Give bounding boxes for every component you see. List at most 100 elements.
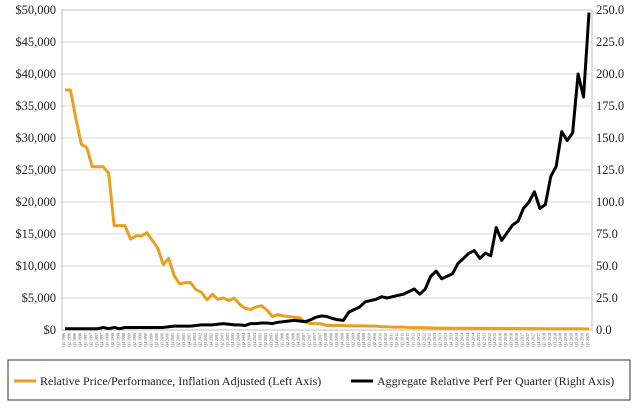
left-axis-tick-label: $0 xyxy=(44,323,57,337)
x-axis-tick-label: Q2 2001 xyxy=(176,333,181,347)
left-axis-tick-label: $50,000 xyxy=(15,3,56,17)
x-axis-tick-label: Q3 2016 xyxy=(509,333,514,347)
x-axis-tick-label: Q1 2016 xyxy=(498,333,503,347)
x-axis-tick-label: Q2 2006 xyxy=(285,333,290,347)
x-axis-tick-label: Q4 2017 xyxy=(536,333,541,347)
right-axis-tick-label: 75.0 xyxy=(596,227,618,241)
x-axis-tick-label: Q2 2016 xyxy=(503,333,508,347)
x-axis-tick-label: Q1 2007 xyxy=(301,333,306,347)
x-axis-tick-label: Q1 2019 xyxy=(563,333,568,347)
x-axis-tick-label: Q4 2010 xyxy=(383,333,388,347)
x-axis-tick-label: Q1 2015 xyxy=(476,333,481,347)
right-axis-tick-labels: 0.0 25.0 50.0 75.0 100.0 125.0 150.0 175.0 200.0… xyxy=(596,3,624,337)
x-axis-tick-label: Q1 1998 xyxy=(105,333,110,347)
x-axis-tick-label: Q4 1997 xyxy=(99,333,104,347)
x-axis-tick-label: Q2 1998 xyxy=(110,333,115,347)
gridlines xyxy=(62,9,592,331)
legend-box xyxy=(7,359,631,401)
legend-label-aggregate-performance: Aggregate Relative Perf Per Quarter (Rig… xyxy=(377,374,614,388)
x-axis-tick-label: Q3 2013 xyxy=(443,333,448,347)
x-axis-tick-labels: Q1 1996 Q2 1996 Q3 1996 Q4 1996 Q1 1997 Q2 19… xyxy=(61,333,590,347)
x-axis-tick-label: Q3 2018 xyxy=(552,333,557,347)
x-axis-tick-label: Q3 2003 xyxy=(225,333,230,347)
x-axis-tick-label: Q3 2008 xyxy=(334,333,339,347)
x-axis-tick-label: Q1 2006 xyxy=(279,333,284,347)
x-axis-tick-label: Q3 2011 xyxy=(399,333,404,347)
left-axis-tick-label: $40,000 xyxy=(15,67,56,81)
x-axis-tick-label: Q2 2004 xyxy=(241,333,246,347)
x-axis-tick-label: Q1 1996 xyxy=(61,333,66,347)
x-axis-tick-label: Q4 2016 xyxy=(514,333,519,347)
right-axis-tick-label: 200.0 xyxy=(596,67,624,81)
x-axis-tick-label: Q3 2001 xyxy=(181,333,186,347)
x-axis-tick-label: Q4 1996 xyxy=(77,333,82,347)
x-axis-tick-label: Q2 2011 xyxy=(394,333,399,347)
x-axis-tick-label: Q1 2017 xyxy=(520,333,525,347)
x-axis-tick-label: Q3 2019 xyxy=(574,333,579,347)
x-axis-tick-label: Q2 2013 xyxy=(438,333,443,347)
left-axis-tick-label: $25,000 xyxy=(15,163,56,177)
x-axis-tick-label: Q2 2007 xyxy=(307,333,312,347)
right-axis-tick-label: 50.0 xyxy=(596,259,618,273)
x-axis-tick-label: Q4 2000 xyxy=(165,333,170,347)
x-axis-tick-label: Q1 2005 xyxy=(258,333,263,347)
series-line-aggregate-performance xyxy=(65,12,591,331)
x-axis-tick-label: Q3 2007 xyxy=(312,333,317,347)
x-axis-tick-label: Q4 1999 xyxy=(143,333,148,347)
x-axis-tick-label: Q2 2005 xyxy=(263,333,268,347)
x-axis-tick-label: Q2 2002 xyxy=(197,333,202,347)
x-axis-tick-label: Q2 2015 xyxy=(481,333,486,347)
x-axis-tick-label: Q3 2014 xyxy=(465,333,470,347)
x-axis-tick-label: Q3 2005 xyxy=(268,333,273,347)
x-axis-tick-label: Q4 2018 xyxy=(558,333,563,347)
x-axis-tick-label: Q4 2011 xyxy=(405,333,410,347)
right-axis-tick-label: 25.0 xyxy=(596,291,618,305)
x-axis-tick-label: Q4 2002 xyxy=(208,333,213,347)
x-axis-tick-label: Q4 2012 xyxy=(427,333,432,347)
x-axis-tick-label: Q3 2006 xyxy=(290,333,295,347)
left-axis-tick-label: $5,000 xyxy=(22,291,56,305)
x-axis-tick-label: Q3 1996 xyxy=(72,333,77,347)
x-axis-tick-label: Q4 2013 xyxy=(449,333,454,347)
x-axis-tick-label: Q4 1998 xyxy=(121,333,126,347)
x-axis-tick-label: Q3 1997 xyxy=(94,333,99,347)
x-axis-tick-label: Q2 2003 xyxy=(219,333,224,347)
x-axis-tick-label: Q4 2019 xyxy=(580,333,585,347)
x-axis-tick-label: Q3 2012 xyxy=(421,333,426,347)
right-axis-tick-label: 150.0 xyxy=(596,131,624,145)
x-axis-tick-label: Q3 2015 xyxy=(487,333,492,347)
x-axis-tick-label: Q1 1999 xyxy=(127,333,132,347)
x-axis-tick-label: Q2 2014 xyxy=(459,333,464,347)
x-axis-tick-label: Q4 2005 xyxy=(274,333,279,347)
x-axis-tick-label: Q4 2014 xyxy=(470,333,475,347)
x-axis-tick-label: Q3 2002 xyxy=(203,333,208,347)
x-axis-tick-label: Q1 2004 xyxy=(236,333,241,347)
x-axis-tick-label: Q3 2017 xyxy=(530,333,535,347)
right-axis-tick-label: 225.0 xyxy=(596,35,624,49)
left-axis-tick-label: $35,000 xyxy=(15,99,56,113)
x-axis-tick-label: Q1 2013 xyxy=(432,333,437,347)
x-axis-tick-label: Q2 2012 xyxy=(416,333,421,347)
x-axis-tick-label: Q3 1999 xyxy=(137,333,142,347)
x-axis-tick-label: Q4 2007 xyxy=(318,333,323,347)
legend: Relative Price/Performance, Inflation Ad… xyxy=(7,359,631,401)
plot-area-frame xyxy=(61,9,593,331)
x-axis-tick-label: Q4 2008 xyxy=(339,333,344,347)
x-axis-tick-label: Q3 2010 xyxy=(378,333,383,347)
x-axis-tick-label: Q3 2004 xyxy=(247,333,252,347)
x-axis-tick-label: Q4 2009 xyxy=(361,333,366,347)
x-axis-tick-label: Q1 2018 xyxy=(541,333,546,347)
x-axis-tick-label: Q1 2012 xyxy=(410,333,415,347)
x-axis-tick-label: Q3 2000 xyxy=(159,333,164,347)
x-axis-tick-label: Q2 2000 xyxy=(154,333,159,347)
x-axis-tick-label: Q2 2019 xyxy=(569,333,574,347)
x-axis-tick-label: Q2 2009 xyxy=(350,333,355,347)
x-axis-tick-label: Q4 2001 xyxy=(187,333,192,347)
left-axis-tick-label: $45,000 xyxy=(15,35,56,49)
x-axis-tick-label: Q1 2010 xyxy=(367,333,372,347)
x-axis-tick-label: Q3 2009 xyxy=(356,333,361,347)
x-axis-tick-label: Q1 2003 xyxy=(214,333,219,347)
x-axis-tick-label: Q3 1998 xyxy=(116,333,121,347)
right-axis-tick-label: 250.0 xyxy=(596,3,624,17)
